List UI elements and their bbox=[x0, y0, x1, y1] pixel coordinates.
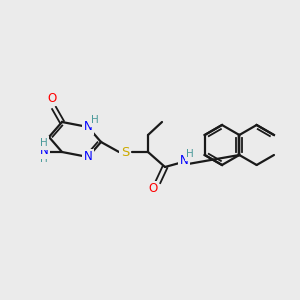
Text: N: N bbox=[40, 145, 48, 158]
Text: N: N bbox=[84, 121, 92, 134]
Text: H: H bbox=[186, 149, 194, 159]
Text: H: H bbox=[91, 115, 99, 125]
Text: O: O bbox=[148, 182, 158, 196]
Text: H: H bbox=[40, 138, 48, 148]
Text: H: H bbox=[40, 154, 48, 164]
Text: O: O bbox=[47, 92, 57, 104]
Text: S: S bbox=[121, 146, 129, 158]
Text: N: N bbox=[84, 151, 92, 164]
Text: N: N bbox=[180, 154, 188, 166]
